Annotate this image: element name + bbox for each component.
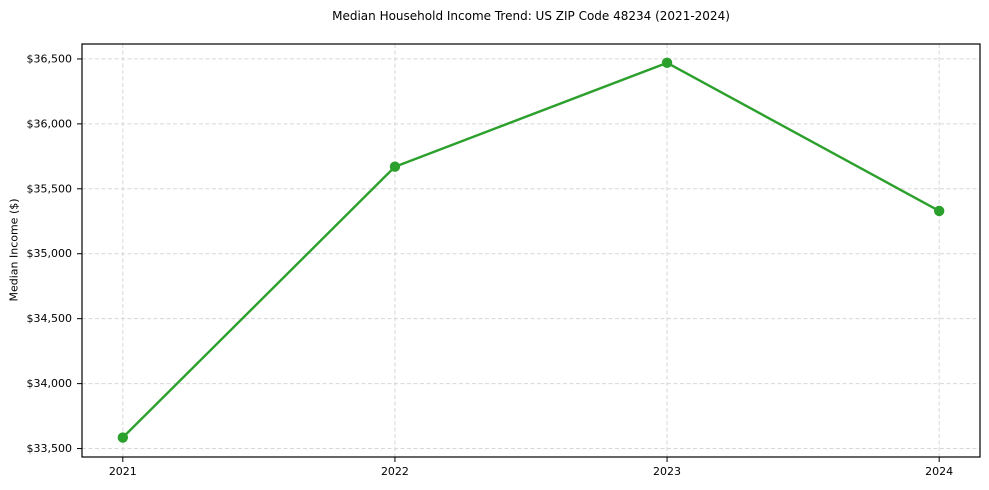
y-tick-label: $35,500: [27, 182, 73, 195]
trend-line: [121, 61, 941, 439]
y-tick-label: $36,500: [27, 52, 73, 65]
x-tick-label: 2021: [109, 465, 137, 478]
plot-border: [81, 43, 981, 458]
x-tick-label: 2022: [381, 465, 409, 478]
y-tick-label: $36,000: [27, 117, 73, 130]
chart-title: Median Household Income Trend: US ZIP Co…: [332, 9, 730, 23]
data-point-2024: [933, 205, 945, 217]
y-tick-label: $35,000: [27, 247, 73, 260]
y-tick-label: $33,500: [27, 442, 73, 455]
x-tick-label: 2023: [653, 465, 681, 478]
y-tick-label: $34,000: [27, 377, 73, 390]
data-point-2021: [117, 432, 129, 443]
y-tick-label: $34,500: [27, 312, 73, 325]
data-point-2023: [661, 57, 673, 69]
x-tick-label: 2024: [925, 465, 953, 478]
data-point-2022: [389, 161, 401, 172]
